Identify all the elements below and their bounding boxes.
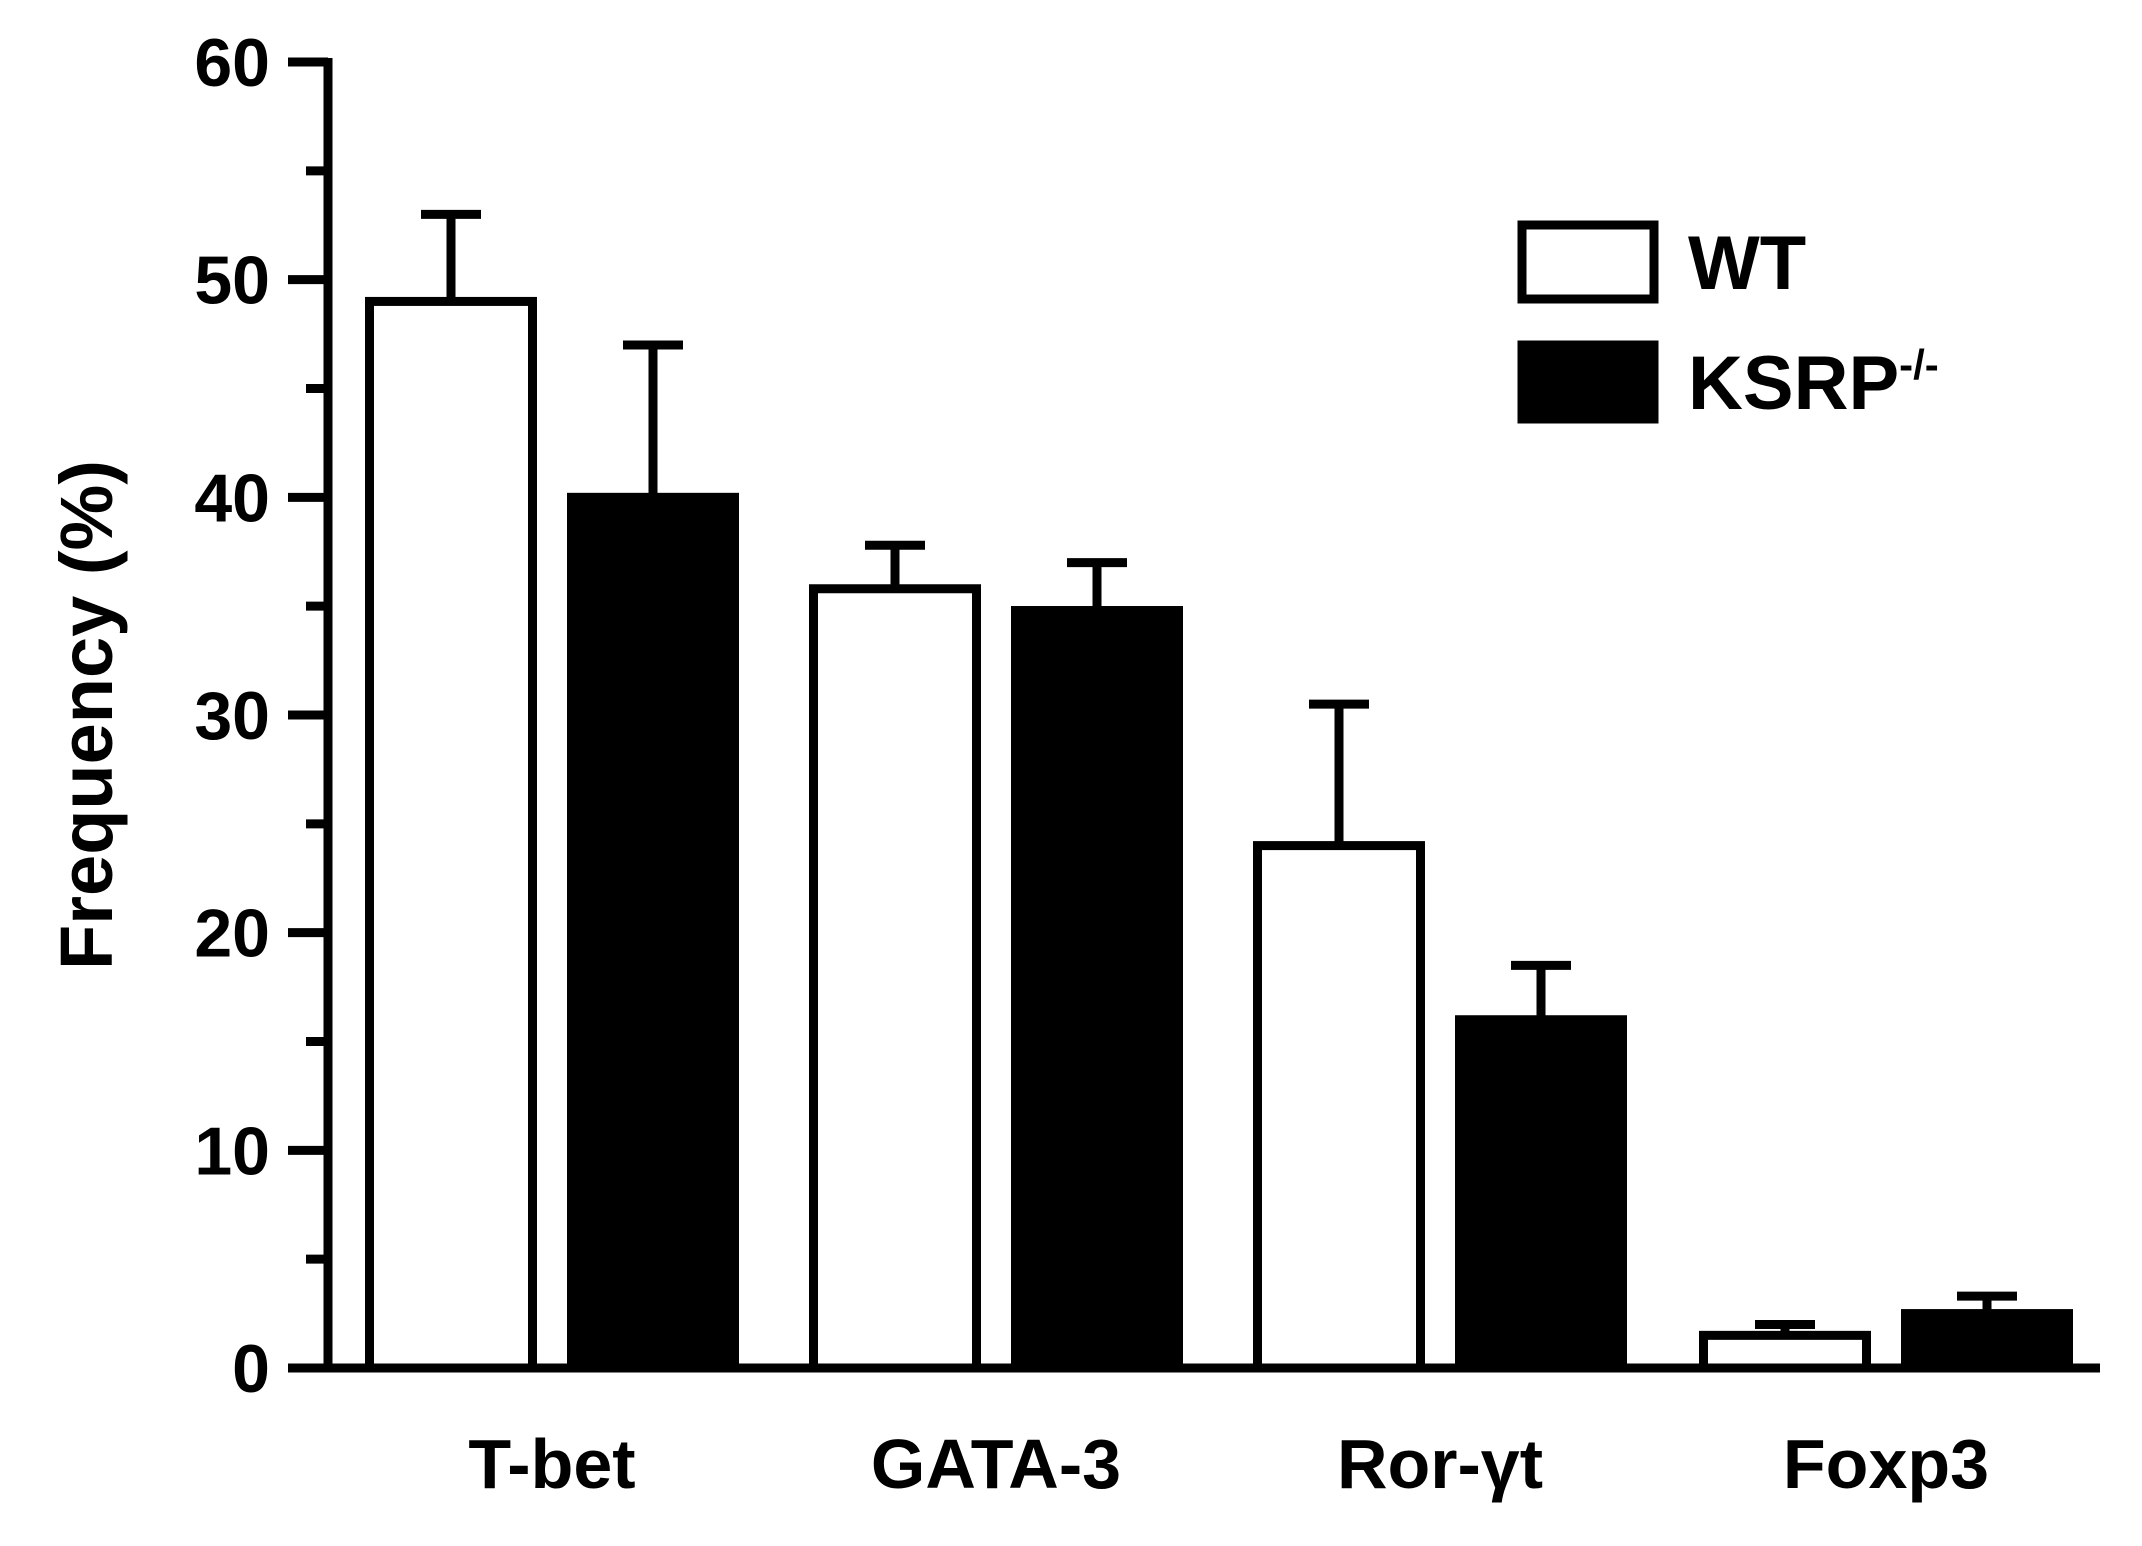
bar xyxy=(809,584,981,1373)
x-tick-label: T-bet xyxy=(468,1425,635,1503)
y-tick-label: 30 xyxy=(194,678,270,754)
x-tick-label: Ror-γt xyxy=(1337,1425,1543,1503)
legend: WT KSRP-/- xyxy=(1517,220,1939,426)
bar xyxy=(1699,1330,1871,1373)
y-tick-label: 50 xyxy=(194,243,270,319)
bar xyxy=(1011,606,1183,1373)
bar xyxy=(1901,1309,2073,1373)
y-tick-label: 40 xyxy=(194,460,270,536)
legend-superscript: -/- xyxy=(1899,341,1939,388)
y-tick-label: 10 xyxy=(194,1113,270,1189)
bar xyxy=(365,296,537,1373)
y-tick-label: 60 xyxy=(194,25,270,101)
bar xyxy=(1455,1015,1627,1373)
legend-swatch xyxy=(1517,340,1659,424)
axes xyxy=(288,57,2100,1373)
x-tick-label: Foxp3 xyxy=(1783,1425,1989,1503)
legend-label: WT xyxy=(1688,221,1806,306)
x-tick-label: GATA-3 xyxy=(871,1425,1121,1503)
bar xyxy=(1253,841,1425,1373)
y-axis-title: Frequency (%) xyxy=(45,460,128,970)
y-tick-label: 0 xyxy=(232,1331,270,1407)
legend-swatch xyxy=(1517,220,1659,304)
legend-label: KSRP-/- xyxy=(1688,341,1939,426)
y-tick-label: 20 xyxy=(194,896,270,972)
bar xyxy=(567,492,739,1373)
labels: 0 10 20 30 40 50 60 T-bet GATA-3 Ror-γt Foxp3 Frequ… xyxy=(45,25,1989,1503)
